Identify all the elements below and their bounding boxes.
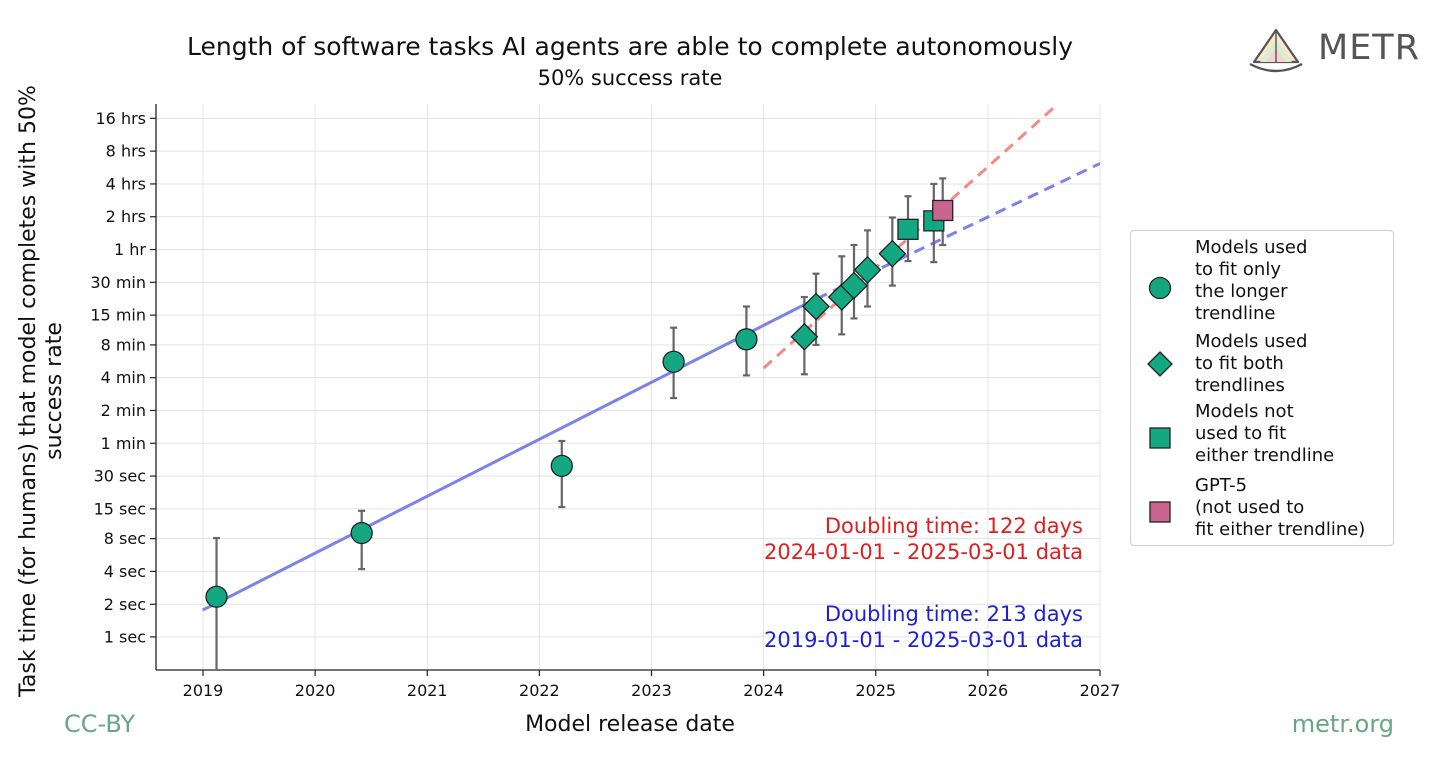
data-point-circle: [735, 328, 758, 351]
x-tick-label: 2025: [855, 681, 896, 700]
x-tick-label: 2026: [968, 681, 1009, 700]
y-tick-label: 1 hr: [114, 240, 146, 259]
y-axis-label: Task time (for humans) that model comple…: [16, 85, 67, 697]
x-tick-label: 2022: [519, 681, 560, 700]
data-point-layer: [205, 177, 954, 670]
grid-layer: [156, 104, 1101, 670]
y-tick-label: 30 sec: [94, 467, 146, 486]
x-tick-label: 2020: [295, 681, 336, 700]
data-point-square: [897, 218, 919, 240]
license-label: CC-BY: [64, 710, 136, 738]
brand-name: METR: [1318, 28, 1421, 68]
metr-logo-icon: [1249, 28, 1303, 73]
chart-subtitle: 50% success rate: [537, 66, 723, 90]
trendline: [762, 104, 1057, 370]
data-point-circle: [350, 521, 373, 545]
y-tick-label: 1 min: [101, 434, 146, 453]
marker-group: [205, 199, 954, 608]
y-tick-label: 4 min: [101, 368, 146, 387]
chart-legend: Models used to fit only the longer trend…: [1130, 230, 1394, 546]
y-tick-label: 30 min: [90, 273, 146, 292]
y-tick-label: 1 sec: [104, 627, 146, 646]
x-tick-label: 2023: [631, 681, 672, 700]
data-range-label: 2024-01-01 - 2025-03-01 data: [764, 540, 1083, 564]
y-tick-label: 4 sec: [104, 562, 146, 581]
doubling-time-label: Doubling time: 213 days: [825, 602, 1083, 626]
site-link[interactable]: metr.org: [1291, 710, 1394, 738]
legend-label: GPT-5 (not used to fit either trendline): [1195, 475, 1366, 540]
y-tick-label: 2 min: [101, 401, 146, 420]
legend-circle-marker: [1148, 276, 1172, 300]
y-tick-label: 2 sec: [104, 595, 146, 614]
data-point-diamond: [853, 256, 882, 284]
y-tick-label: 8 hrs: [106, 142, 146, 161]
y-tick-label: 16 hrs: [96, 109, 147, 128]
data-point-diamond: [790, 322, 819, 351]
metr-logo: METR: [1244, 22, 1444, 78]
chart-title: Length of software tasks AI agents are a…: [187, 32, 1073, 61]
trendline: [202, 601, 218, 612]
error-bar-group: [213, 177, 947, 670]
legend-square-marker: [1149, 427, 1171, 449]
trendline: [215, 305, 802, 605]
legend-label: Models used to fit both trendlines: [1195, 331, 1308, 396]
x-tick-label: 2024: [743, 681, 784, 700]
axes-layer: 2019 2020 2021 2022 2023 2024 2025 2026 2027 1 se…: [90, 104, 1120, 700]
y-tick-label: 8 min: [101, 335, 146, 354]
data-point-square: [932, 199, 954, 222]
legend-diamond-marker: [1147, 351, 1173, 377]
legend-label: Models used to fit only the longer trend…: [1195, 237, 1308, 324]
y-tick-label: 15 sec: [94, 499, 146, 518]
data-point-circle: [205, 585, 228, 608]
data-point-diamond: [878, 239, 907, 268]
data-point-diamond: [840, 271, 868, 300]
x-tick-label: 2021: [407, 681, 448, 700]
legend-gpt5-marker: [1149, 501, 1171, 523]
data-point-circle: [550, 454, 573, 478]
y-tick-label: 4 hrs: [106, 174, 146, 193]
y-tick-label: 2 hrs: [106, 207, 146, 226]
y-tick-label: 15 min: [90, 306, 146, 325]
data-point-diamond: [802, 292, 830, 321]
x-tick-label: 2027: [1080, 681, 1121, 700]
y-tick-label: 8 sec: [104, 529, 146, 548]
doubling-time-label: Doubling time: 122 days: [825, 514, 1083, 538]
legend-label: Models not used to fit either trendline: [1195, 401, 1335, 466]
x-axis-label: Model release date: [525, 712, 735, 737]
data-range-label: 2019-01-01 - 2025-03-01 data: [764, 628, 1083, 652]
data-point-circle: [662, 350, 685, 373]
x-tick-label: 2019: [183, 681, 224, 700]
